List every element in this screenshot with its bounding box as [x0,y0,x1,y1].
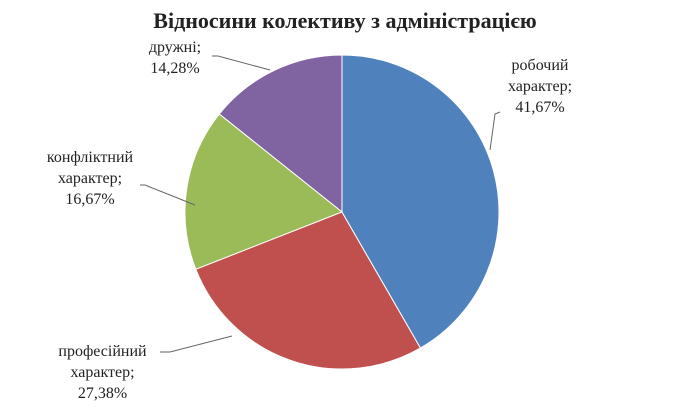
leader-line [160,335,233,353]
slice-label: робочий характер; 41,67% [495,55,585,118]
pie-slice [341,54,500,349]
value-label: 27,38% [77,385,128,402]
category-label: професійний характер; [58,343,147,381]
category-label: конфліктний характер; [46,149,134,187]
leader-line [140,184,196,206]
chart-title: Відносини колективу з адміністрацією [153,8,537,33]
leader-line [212,55,271,71]
category-label: робочий характер; [507,57,573,95]
leader-line [489,111,501,151]
value-label: 41,67% [515,99,565,116]
pie-slice [184,113,343,270]
value-label: 14,28% [150,60,200,77]
slice-label: професійний характер; 27,38% [45,341,160,404]
pie-slice [218,54,343,214]
category-label: дружні; [148,39,202,56]
value-label: 16,67% [65,191,115,208]
slice-label: дружні; 14,28% [140,37,210,79]
slice-label: конфліктний характер; 16,67% [35,147,145,210]
